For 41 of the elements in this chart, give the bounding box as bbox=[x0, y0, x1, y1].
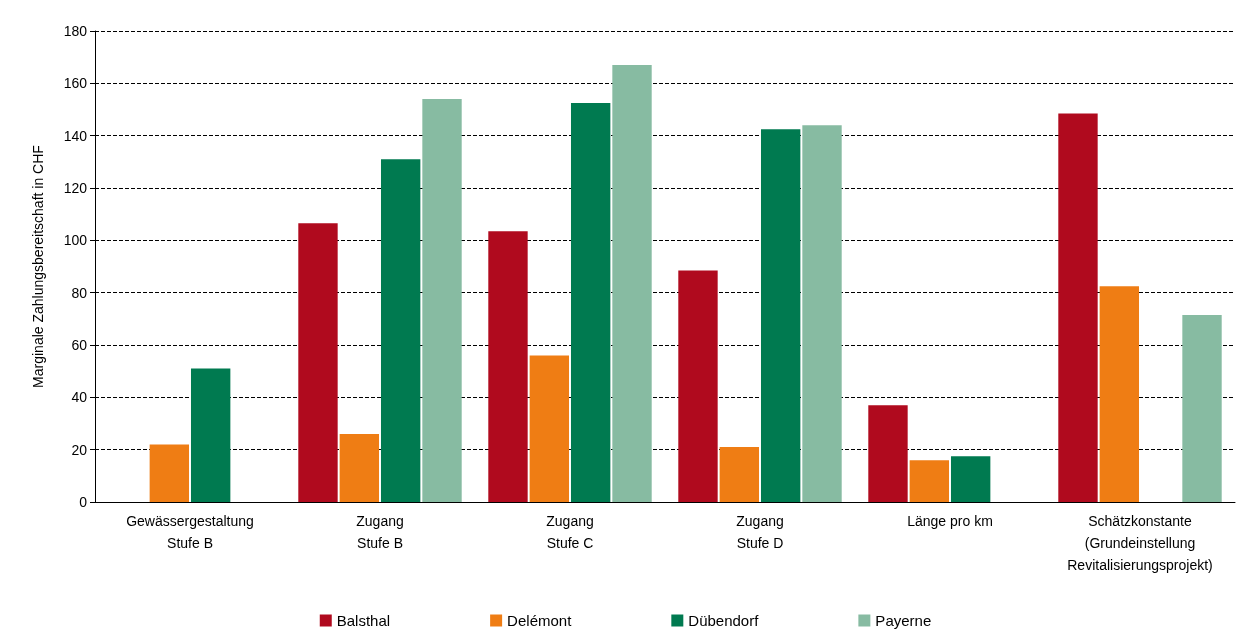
y-tick-label: 140 bbox=[63, 127, 88, 144]
y-tick-label: 60 bbox=[71, 337, 88, 353]
bar bbox=[570, 102, 611, 502]
x-tick-label: Zugang Stufe B bbox=[356, 513, 404, 551]
bar bbox=[339, 433, 380, 502]
y-tick-label: 180 bbox=[63, 23, 88, 39]
bar bbox=[909, 460, 950, 502]
y-tick-label: 120 bbox=[63, 180, 88, 196]
x-tick-label: Zugang Stufe D bbox=[736, 513, 784, 551]
bar bbox=[802, 125, 842, 502]
bar bbox=[488, 231, 528, 502]
bar bbox=[678, 270, 718, 502]
bar bbox=[719, 447, 760, 502]
x-tick-label: Länge pro km bbox=[907, 513, 993, 529]
bar bbox=[612, 65, 652, 502]
legend-label: Balsthal bbox=[336, 612, 391, 629]
legend-label: Dübendorf bbox=[688, 612, 760, 629]
bar bbox=[1182, 314, 1222, 502]
legend-label: Payerne bbox=[875, 612, 932, 629]
bar bbox=[950, 456, 991, 502]
x-tick-label: Gewässergestaltung Stufe B bbox=[126, 513, 254, 551]
x-tick-label: Schätzkonstante (Grundeinstellung Revitalisierungsprojekt) bbox=[1067, 513, 1213, 573]
bar bbox=[529, 355, 570, 502]
bar bbox=[1058, 113, 1098, 502]
y-tick-label: 20 bbox=[71, 441, 88, 458]
y-tick-label: 160 bbox=[63, 75, 88, 92]
y-tick-label: 100 bbox=[63, 232, 88, 249]
bar bbox=[190, 368, 231, 502]
bar bbox=[760, 129, 801, 502]
legend-label: Delémont bbox=[507, 612, 573, 629]
bar bbox=[422, 99, 462, 502]
bar bbox=[1099, 286, 1140, 502]
y-axis-title: Marginale Zahlungsbereitschaft in CHF bbox=[30, 145, 46, 388]
bar bbox=[380, 159, 421, 502]
bar bbox=[298, 223, 338, 502]
y-tick-label: 80 bbox=[71, 284, 88, 301]
bar bbox=[149, 444, 190, 502]
y-tick-label: 0 bbox=[79, 494, 88, 510]
bar bbox=[868, 405, 908, 502]
x-tick-label: Zugang Stufe C bbox=[546, 513, 594, 551]
y-tick-label: 40 bbox=[71, 389, 88, 406]
